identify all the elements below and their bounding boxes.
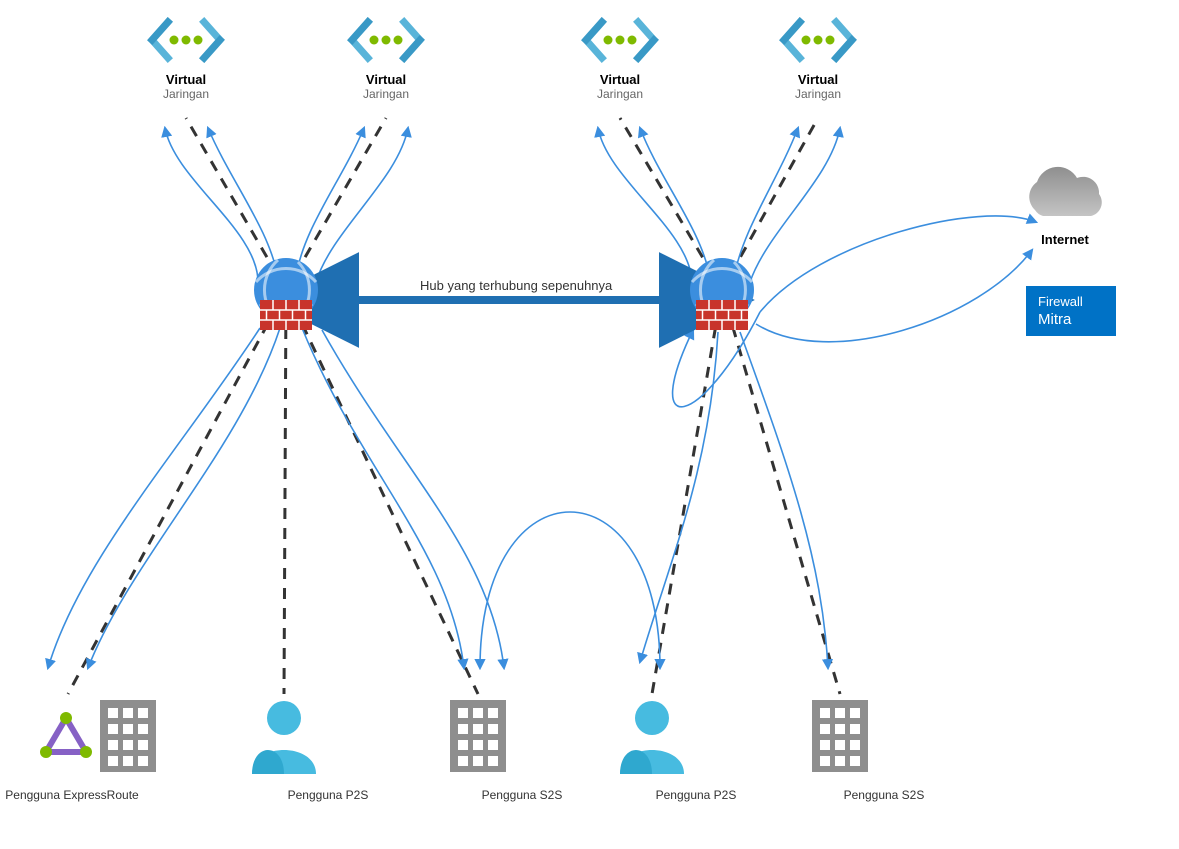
dashed-edge [652,327,716,694]
bottom-node-label: Pengguna P2S [258,788,398,802]
vnet-title: Virtual [778,72,858,87]
flow-curve [598,128,692,282]
flow-curve [480,512,660,668]
vnet-node: VirtualJaringan [146,72,226,101]
flow-curve [750,128,840,282]
vnet-sub: Jaringan [146,87,226,101]
firewall-line2: Mitra [1038,311,1104,328]
flow-curve [640,332,718,662]
diagram-canvas [0,0,1179,849]
vnet-node: VirtualJaringan [580,72,660,101]
flow-curve [88,328,280,668]
hub-connection-label: Hub yang terhubung sepenuhnya [420,278,612,293]
flow-curve [640,128,710,278]
dashed-edge [186,118,267,257]
dashed-edge [741,118,818,257]
flow-curve [302,328,464,668]
bottom-node-label: Pengguna ExpressRoute [2,788,142,802]
flow-curve [760,216,1036,312]
bottom-node-label: Pengguna P2S [626,788,766,802]
vnet-sub: Jaringan [346,87,426,101]
flow-curve [756,250,1032,342]
dashed-edge [284,328,286,694]
dashed-edge [305,118,386,257]
dashed-edge [302,324,478,694]
vnet-title: Virtual [580,72,660,87]
flow-curve [322,330,504,668]
dashed-edge [733,326,840,694]
vnet-sub: Jaringan [778,87,858,101]
bottom-node-label: Pengguna S2S [452,788,592,802]
vnet-sub: Jaringan [580,87,660,101]
flow-curve [48,328,260,668]
vnet-node: VirtualJaringan [346,72,426,101]
flow-curve [316,128,408,282]
internet-node: Internet [1030,232,1100,247]
flow-curve [165,128,258,282]
vnet-title: Virtual [146,72,226,87]
internet-label: Internet [1030,232,1100,247]
vnet-node: VirtualJaringan [778,72,858,101]
firewall-line1: Firewall [1038,294,1104,309]
bottom-node-label: Pengguna S2S [814,788,954,802]
vnet-title: Virtual [346,72,426,87]
flow-curve [734,128,798,278]
dashed-edge [68,323,268,694]
firewall-partner-box: Firewall Mitra [1026,286,1116,336]
